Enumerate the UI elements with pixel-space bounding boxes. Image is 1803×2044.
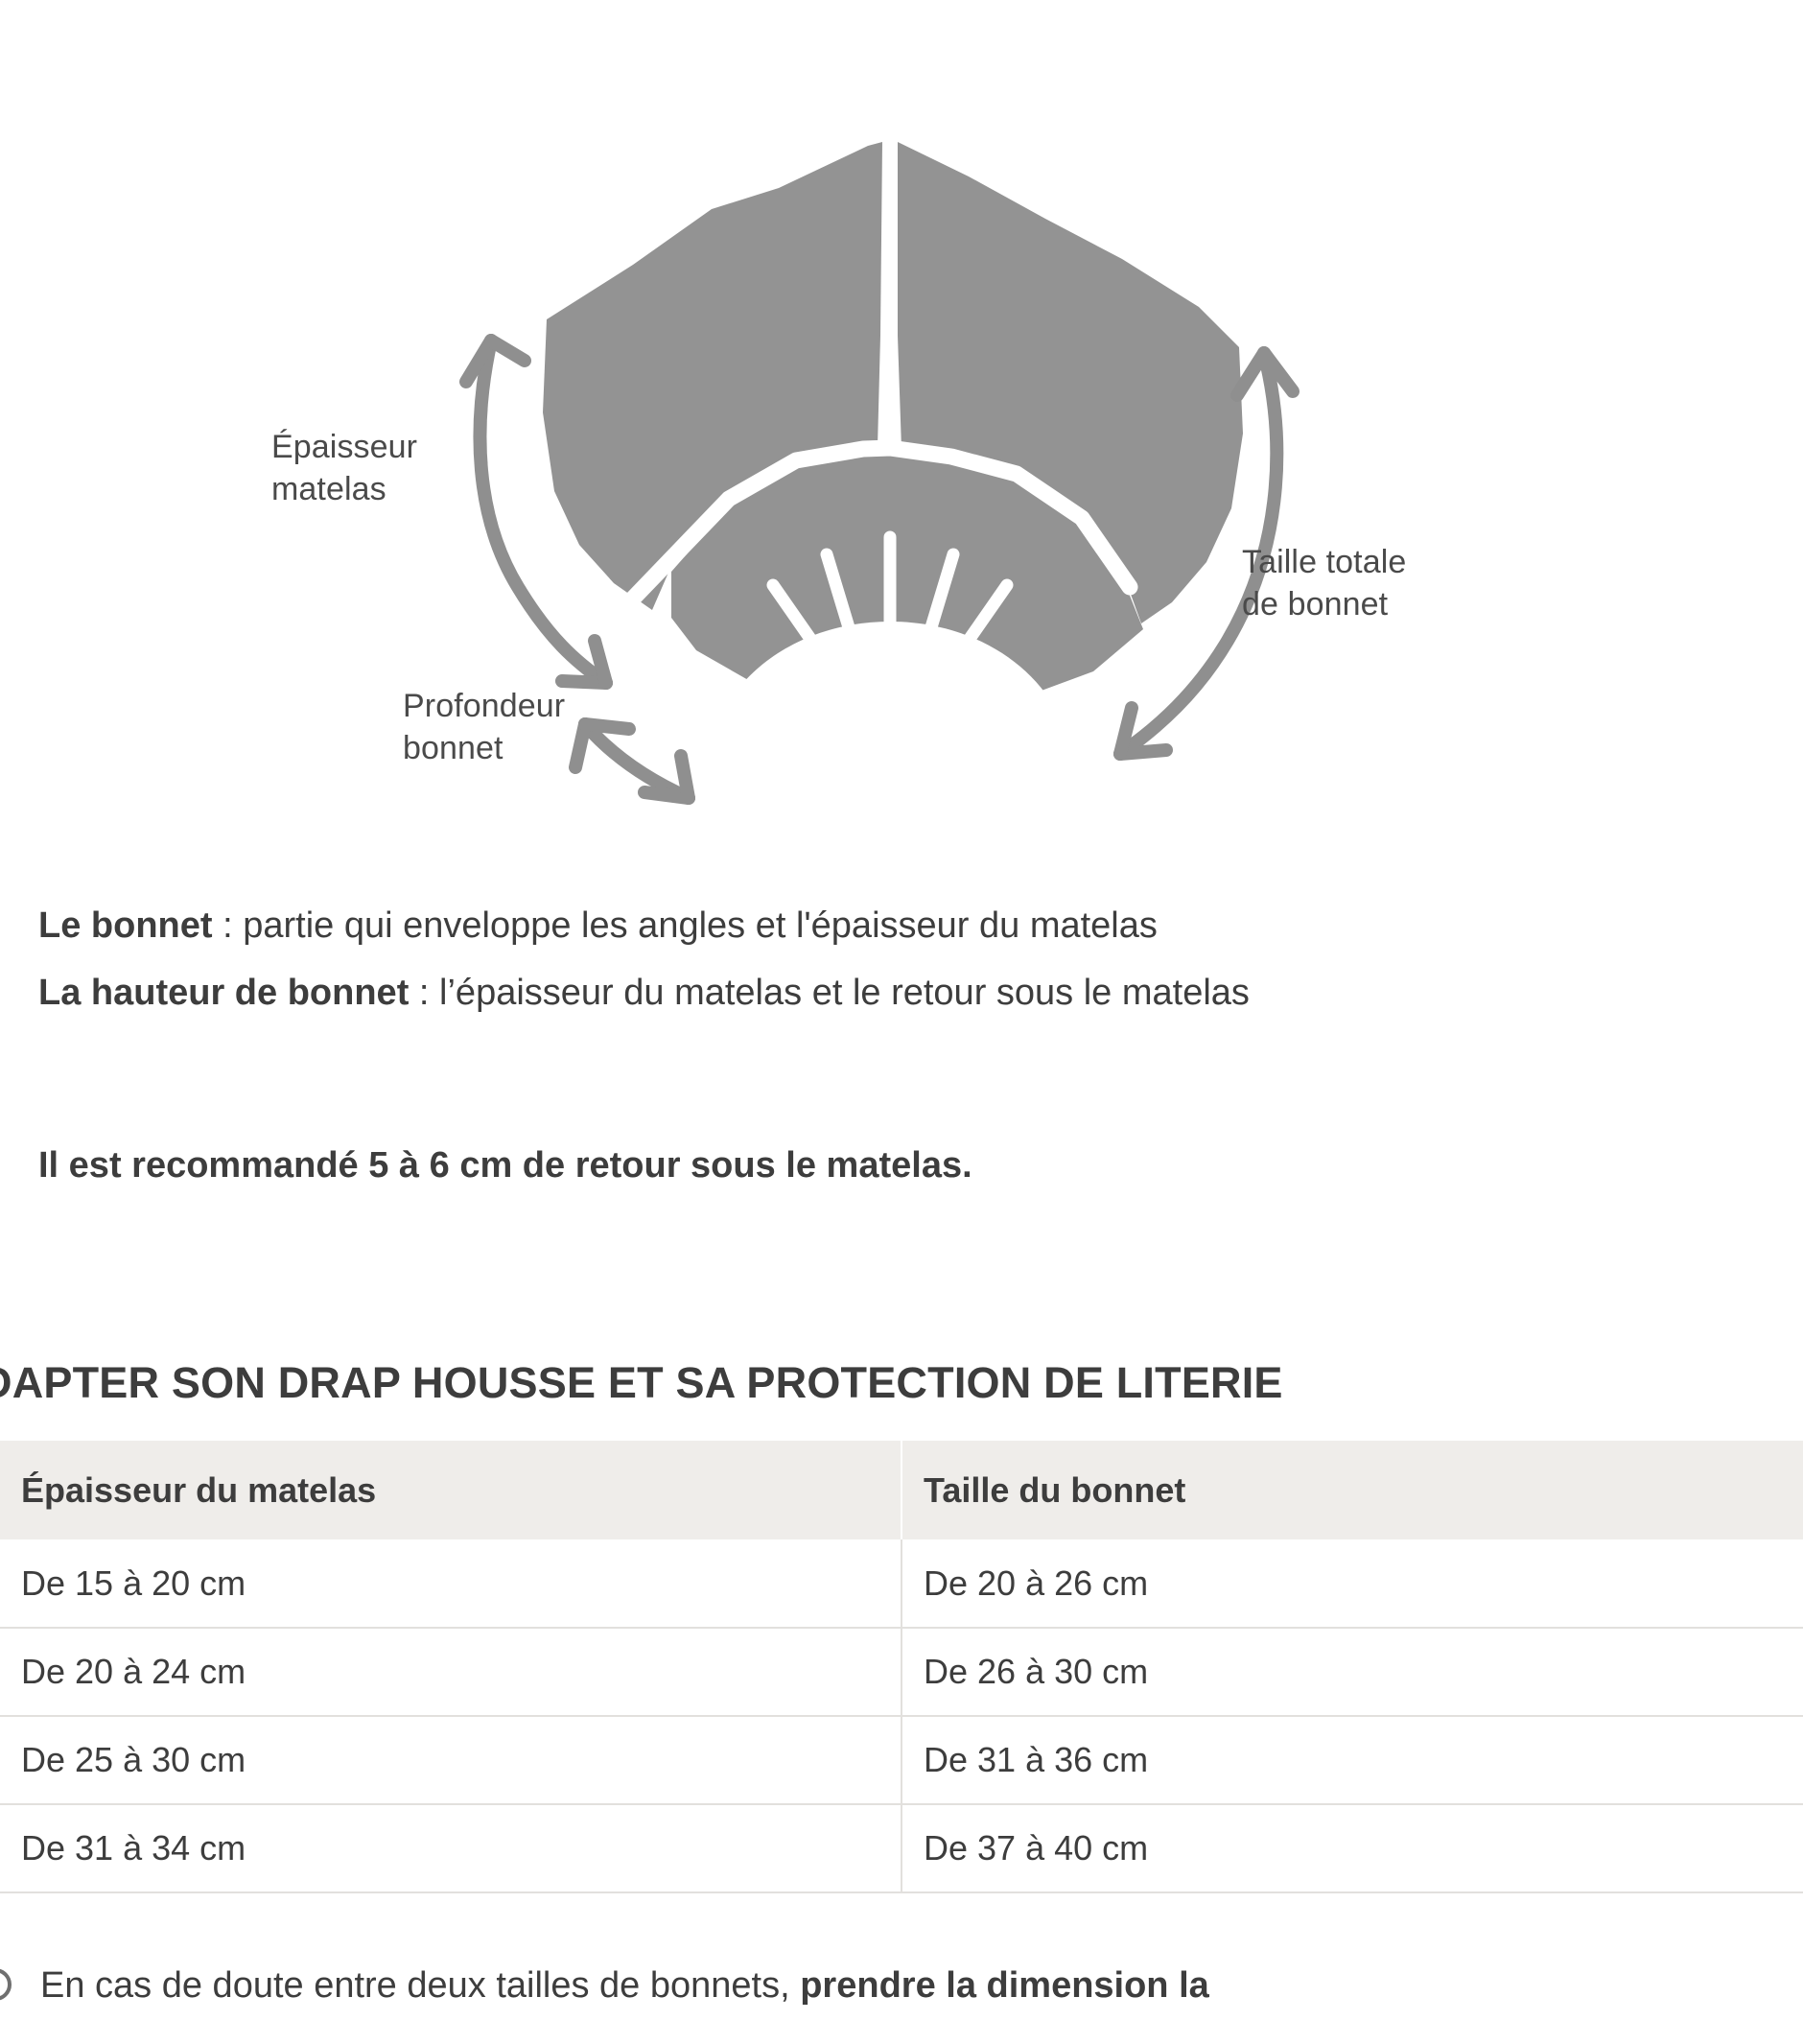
definition-bonnet-text: partie qui enveloppe les angles et l'épa…: [243, 905, 1158, 946]
table-row: De 20 à 24 cm De 26 à 30 cm: [0, 1627, 1803, 1716]
definitions-block: Le bonnet : partie qui enveloppe les ang…: [0, 892, 1803, 1199]
circle-bullet-icon: [0, 1968, 12, 2001]
mattress-right-face: [898, 142, 1243, 623]
cell-epaisseur: De 31 à 34 cm: [0, 1803, 902, 1893]
label-taille-totale-bonnet: Taille totale de bonnet: [1242, 544, 1407, 623]
definition-hauteur-bonnet: La hauteur de bonnet : l’épaisseur du ma…: [0, 959, 1803, 1026]
definition-bonnet-term: Le bonnet: [38, 905, 213, 946]
definition-hauteur-text: l’épaisseur du matelas et le retour sous…: [439, 973, 1250, 1013]
bonnet-diagram: Épaisseur matelas Profondeur bonnet Tail…: [0, 0, 1803, 844]
mattress-left-face: [543, 142, 882, 610]
label-epaisseur-matelas: Épaisseur matelas: [271, 429, 418, 507]
table-header-row: Épaisseur du matelas Taille du bonnet: [0, 1441, 1803, 1539]
cell-epaisseur: De 25 à 30 cm: [0, 1715, 902, 1804]
bonnet-skirt-panel: [671, 456, 1143, 707]
center-seam: [882, 142, 898, 451]
cell-taille: De 37 à 40 cm: [902, 1803, 1803, 1893]
cell-taille: De 31 à 36 cm: [902, 1715, 1803, 1804]
definition-bonnet: Le bonnet : partie qui enveloppe les ang…: [0, 892, 1803, 959]
cell-taille: De 26 à 30 cm: [902, 1627, 1803, 1716]
cell-epaisseur: De 15 à 20 cm: [0, 1539, 902, 1628]
bonnet-illustration-svg: [459, 142, 1300, 844]
recommendation-text: Il est recommandé 5 à 6 cm de retour sou…: [38, 1145, 972, 1186]
footer-note-strong: prendre la dimension la: [800, 1965, 1209, 2006]
column-header-epaisseur: Épaisseur du matelas: [0, 1441, 902, 1539]
table-row: De 15 à 20 cm De 20 à 26 cm: [0, 1539, 1803, 1628]
table-row: De 25 à 30 cm De 31 à 36 cm: [0, 1715, 1803, 1804]
definition-hauteur-separator: :: [409, 973, 440, 1013]
section-heading: DAPTER SON DRAP HOUSSE ET SA PROTECTION …: [0, 1358, 1283, 1407]
elastic-pleat-lines: [766, 530, 1014, 655]
table-row: De 31 à 34 cm De 37 à 40 cm: [0, 1803, 1803, 1893]
footer-note-plain: En cas de doute entre deux tailles de bo…: [40, 1965, 801, 2006]
elastic-hem-cutout: [702, 622, 1078, 844]
footer-note: En cas de doute entre deux tailles de bo…: [0, 1957, 1803, 2014]
profondeur-bonnet-arrow: [569, 717, 695, 805]
bonnet-size-table: Épaisseur du matelas Taille du bonnet De…: [0, 1441, 1803, 1893]
taille-totale-bonnet-arrow: [1113, 346, 1300, 761]
cell-epaisseur: De 20 à 24 cm: [0, 1627, 902, 1716]
cell-taille: De 20 à 26 cm: [902, 1539, 1803, 1628]
corner-seam: [624, 439, 1138, 607]
epaisseur-matelas-arrow: [459, 334, 613, 690]
definition-hauteur-term: La hauteur de bonnet: [38, 973, 410, 1013]
definition-bonnet-separator: :: [212, 905, 244, 946]
column-header-taille: Taille du bonnet: [902, 1441, 1803, 1539]
label-profondeur-bonnet: Profondeur bonnet: [403, 688, 566, 766]
